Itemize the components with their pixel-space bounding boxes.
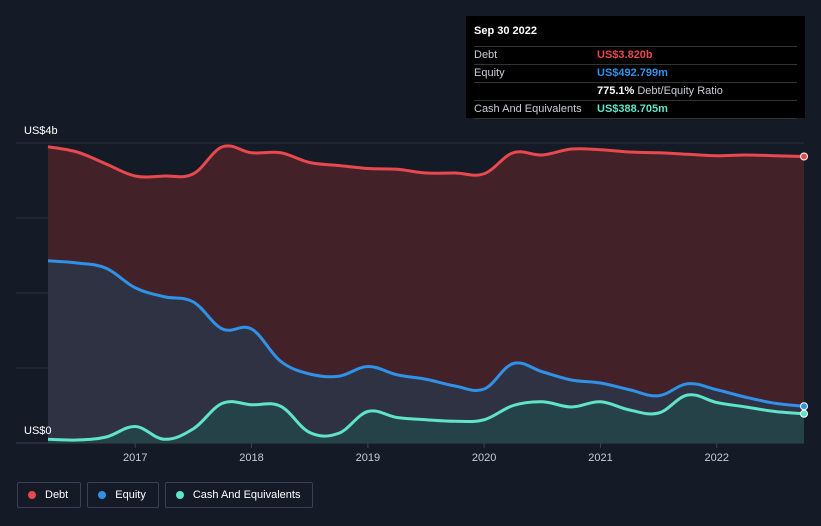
tooltip-ratio-label xyxy=(474,83,597,100)
legend-item-equity[interactable]: Equity xyxy=(87,482,159,508)
legend-label-equity: Equity xyxy=(115,489,146,501)
tooltip-ratio-value: 775.1% xyxy=(597,85,635,97)
x-tick-label: 2017 xyxy=(123,452,147,464)
chart-legend: Debt Equity Cash And Equivalents xyxy=(17,482,314,508)
tooltip-cash-label: Cash And Equivalents xyxy=(474,103,582,115)
equity-area xyxy=(48,260,804,443)
tooltip-debt-value: US$3.820b xyxy=(597,49,653,61)
series-lines xyxy=(47,144,805,442)
equity-legend-dot-icon xyxy=(98,491,107,499)
series-areas xyxy=(48,145,804,443)
x-axis-ticks: 2017 2018 2019 2020 2021 2022 xyxy=(123,443,729,464)
tooltip-row-debt: Debt US$3.820b xyxy=(474,47,797,65)
tooltip-panel: Sep 30 2022 Debt US$3.820b Equity US$492… xyxy=(466,16,805,119)
equity-end-point xyxy=(800,402,808,411)
tooltip-row-equity: Equity US$492.799m xyxy=(474,65,797,83)
debt-legend-dot-icon xyxy=(28,491,36,499)
tooltip-equity-value: US$492.799m xyxy=(597,67,668,79)
debt-end-point xyxy=(800,152,808,161)
tooltip-cash-value: US$388.705m xyxy=(597,103,668,115)
legend-item-cash[interactable]: Cash And Equivalents xyxy=(164,482,314,508)
legend-item-debt[interactable]: Debt xyxy=(17,482,82,508)
x-tick-label: 2021 xyxy=(588,452,612,464)
series-end-markers xyxy=(800,152,808,418)
equity-line xyxy=(47,259,805,408)
debt-line xyxy=(47,144,805,179)
x-tick-label: 2020 xyxy=(472,452,496,464)
cash-legend-dot-icon xyxy=(175,491,184,499)
legend-label-cash: Cash And Equivalents xyxy=(192,489,301,501)
tooltip-equity-label: Equity xyxy=(474,67,505,79)
x-tick-label: 2022 xyxy=(705,452,729,464)
y-axis-bottom-label: US$0 xyxy=(24,425,52,437)
tooltip-row-ratio: 775.1% Debt/Equity Ratio xyxy=(474,83,797,101)
tooltip-ratio-suffix: Debt/Equity Ratio xyxy=(637,85,723,97)
tooltip-debt-label: Debt xyxy=(474,49,498,61)
x-tick-label: 2019 xyxy=(356,452,380,464)
y-axis-top-label: US$4b xyxy=(24,125,58,137)
cash-line xyxy=(47,393,805,442)
x-tick-label: 2018 xyxy=(239,452,263,464)
tooltip-row-cash: Cash And Equivalents US$388.705m xyxy=(474,101,797,119)
tooltip-date: Sep 30 2022 xyxy=(474,24,797,47)
cash-end-point xyxy=(800,409,808,418)
legend-label-debt: Debt xyxy=(45,489,69,501)
